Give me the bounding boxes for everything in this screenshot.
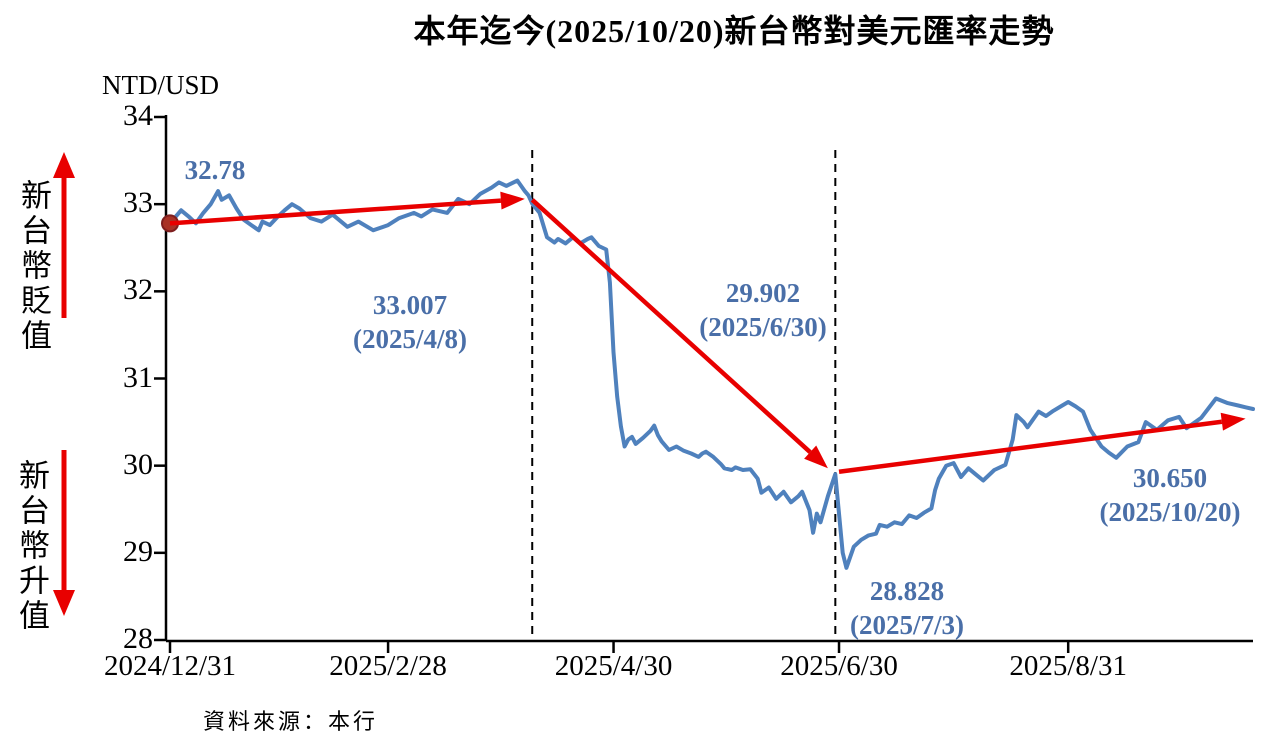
annotation-line: 30.650 bbox=[1132, 463, 1208, 493]
depreciation-up-arrow-head bbox=[53, 152, 75, 178]
y-tick-label: 33 bbox=[123, 186, 153, 220]
x-tick-label: 2025/6/30 bbox=[780, 650, 898, 682]
appreciation-down-arrow-head bbox=[53, 590, 75, 616]
trend-arrow-2-shaft bbox=[530, 198, 812, 454]
ntd-usd-rate-line bbox=[168, 178, 1255, 570]
annotation: 30.650 (2025/10/20) bbox=[1010, 461, 1288, 529]
y-tick-label: 29 bbox=[123, 534, 153, 568]
annotation: 28.828 (2025/7/3) bbox=[747, 574, 1067, 642]
trend-arrow-2-head bbox=[804, 445, 828, 469]
annotation-line: 33.007 bbox=[372, 290, 448, 320]
annotation-line: 28.828 bbox=[869, 576, 945, 606]
y-tick-label: 32 bbox=[123, 273, 153, 307]
annotation: 33.007 (2025/4/8) bbox=[250, 288, 570, 356]
annotation-line: (2025/7/3) bbox=[850, 610, 964, 640]
x-tick-label: 2025/8/31 bbox=[1009, 650, 1127, 682]
trend-arrow-1-shaft bbox=[169, 198, 502, 226]
y-tick-label: 34 bbox=[123, 99, 153, 132]
left-label-ntd-depreciation: 新台幣貶值 bbox=[16, 179, 51, 354]
y-tick-label: 31 bbox=[123, 360, 153, 394]
y-tick-label: 28 bbox=[123, 622, 153, 655]
annotation-line: (2025/4/8) bbox=[353, 324, 467, 354]
annotation: 32.78 bbox=[55, 153, 375, 187]
trend-arrow-3-shaft bbox=[838, 419, 1223, 474]
y-tick-label: 30 bbox=[123, 447, 153, 481]
x-tick-label: 2025/4/30 bbox=[554, 650, 673, 682]
x-tick-label: 2025/2/28 bbox=[329, 650, 447, 682]
chart-title: 本年迄今(2025/10/20)新台幣對美元匯率走勢 bbox=[413, 13, 1055, 49]
x-tick-label: 2024/12/31 bbox=[103, 650, 237, 682]
y-axis-unit-label: NTD/USD bbox=[102, 70, 220, 100]
trend-arrow-1-head bbox=[500, 191, 525, 210]
annotation-line: 32.78 bbox=[184, 155, 246, 185]
source-note: 資料來源：本行 bbox=[203, 709, 379, 734]
annotation-line: (2025/6/30) bbox=[699, 312, 827, 342]
left-label-ntd-appreciation: 新台幣升值 bbox=[14, 459, 49, 634]
annotation-line: (2025/10/20) bbox=[1099, 497, 1241, 527]
annotation-line: 29.902 bbox=[725, 278, 801, 308]
trend-arrow-3-head bbox=[1220, 412, 1246, 431]
annotation: 29.902 (2025/6/30) bbox=[603, 276, 923, 344]
